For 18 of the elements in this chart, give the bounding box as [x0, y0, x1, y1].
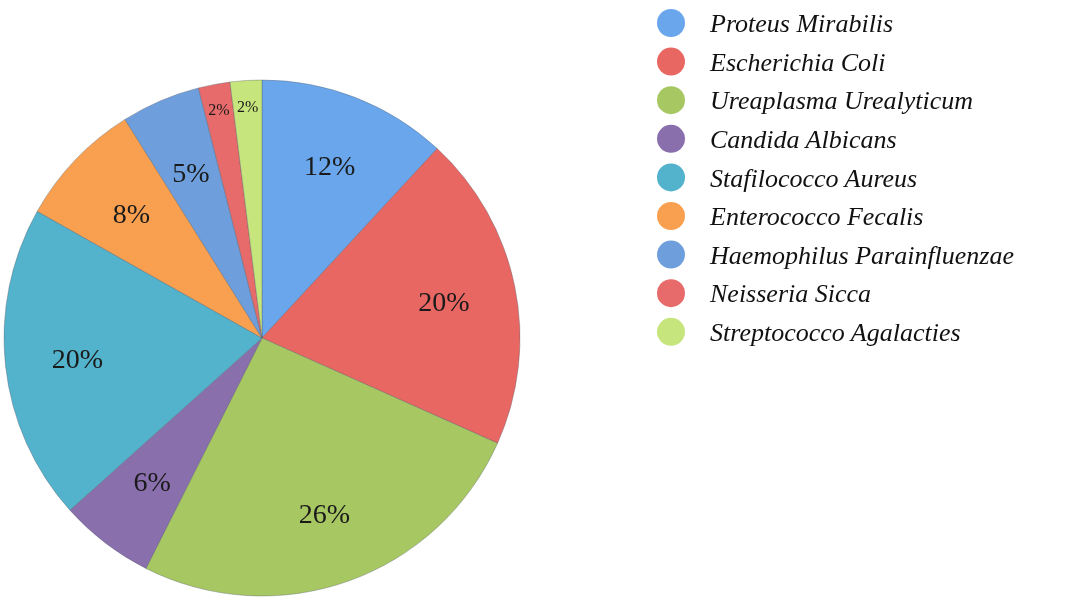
- legend-label: Streptococco Agalacties: [710, 317, 961, 347]
- data-label: 8%: [112, 198, 151, 230]
- data-label: 12%: [304, 149, 356, 181]
- legend-label: Neisseria Sicca: [709, 279, 872, 309]
- legend-label: Haemophilus Parainfluenzae: [709, 240, 1015, 270]
- legend-label: Ureaplasma Urealyticum: [710, 86, 974, 116]
- legend-label: Proteus Mirabilis: [709, 9, 894, 39]
- data-label: 2%: [208, 101, 230, 119]
- data-label: 20%: [418, 285, 470, 317]
- data-label: 20%: [51, 342, 103, 374]
- legend-label: Escherichia Coli: [709, 47, 886, 77]
- data-label: 5%: [172, 156, 210, 188]
- data-label: 26%: [298, 497, 350, 529]
- legend-label: Enterococco Fecalis: [709, 202, 924, 232]
- data-label: 2%: [236, 97, 259, 115]
- legend-label: Candida Albicans: [710, 124, 897, 154]
- legend-label: Stafilococco Aureus: [710, 163, 918, 193]
- data-label: 6%: [133, 466, 171, 498]
